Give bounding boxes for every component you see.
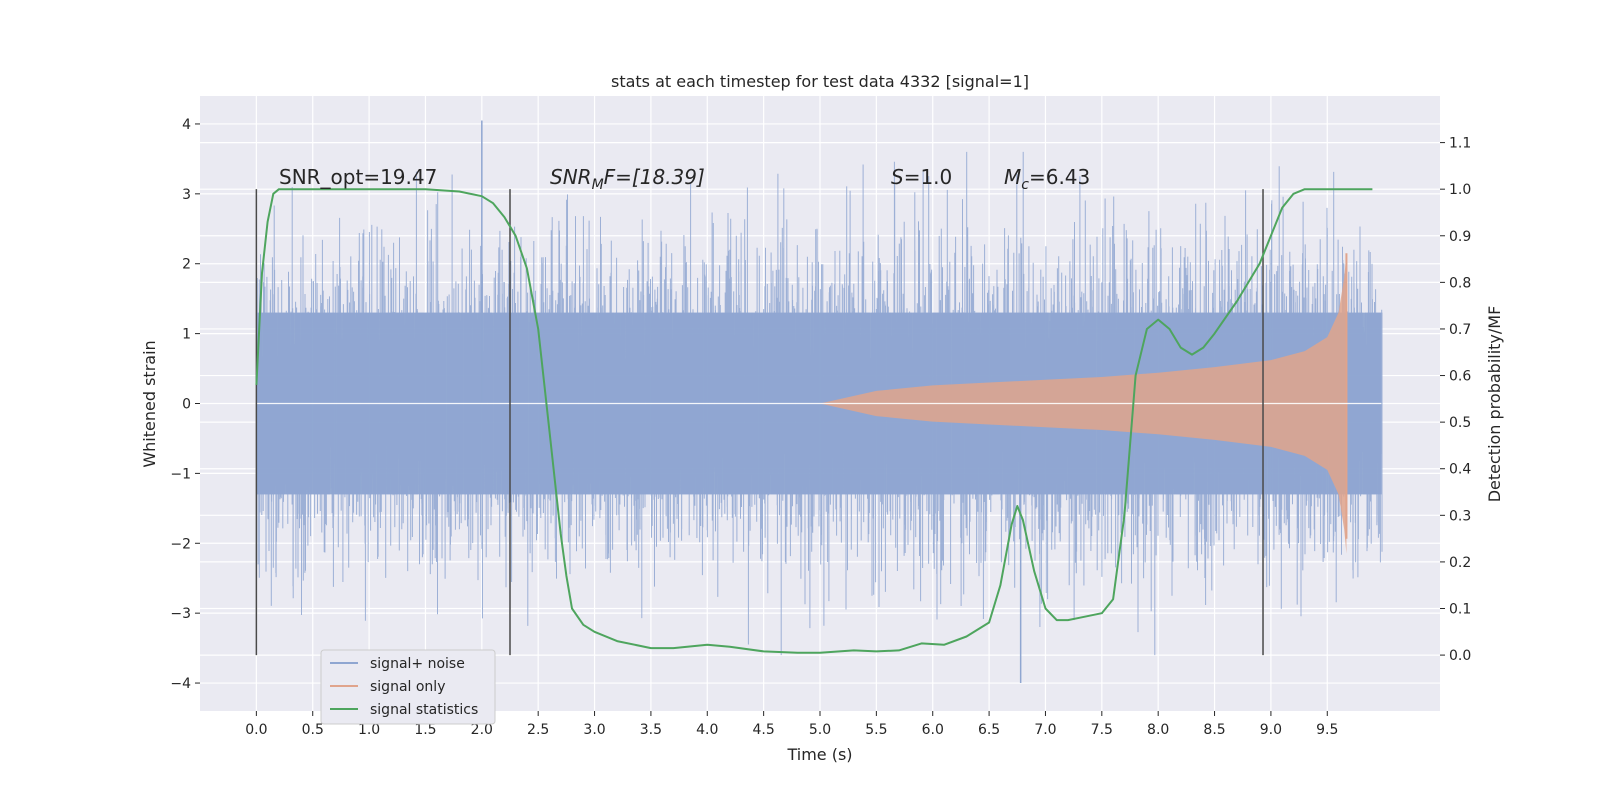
x-tick-label: 6.0 xyxy=(922,722,944,738)
marker-lines xyxy=(255,189,1264,656)
x-tick-label: 2.5 xyxy=(527,722,549,738)
y-tick-label: 4 xyxy=(182,117,191,133)
x-tick-label: 8.0 xyxy=(1147,722,1169,738)
x-tick-label: 3.0 xyxy=(583,722,605,738)
right-y-axis-label: Detection probability/MF xyxy=(1485,306,1504,503)
x-tick-label: 4.0 xyxy=(696,722,718,738)
x-axis-ticks: 0.0 0.5 1.0 1.5 2.0 2.5 3.0 3.5 4.0 4.5 5.0 5.5 6.0 6… xyxy=(245,711,1338,738)
x-tick-label: 0.5 xyxy=(302,722,324,738)
x-tick-label: 5.0 xyxy=(809,722,831,738)
right-y-tick-label: 0.1 xyxy=(1449,602,1471,618)
x-tick-label: 1.5 xyxy=(414,722,436,738)
x-tick-label: 8.5 xyxy=(1203,722,1225,738)
x-tick-label: 3.5 xyxy=(640,722,662,738)
annotation-snr-opt: SNR_opt=19.47 xyxy=(279,165,437,189)
y-tick-label: 1 xyxy=(182,327,191,343)
statistics-line xyxy=(255,188,1373,654)
signal-statistics-series xyxy=(255,188,1373,654)
legend-label-statistics: signal statistics xyxy=(370,702,478,718)
legend-label-noise: signal+ noise xyxy=(370,656,465,672)
signal-only-series xyxy=(256,253,1382,554)
legend: signal+ noise signal only signal statist… xyxy=(320,649,496,725)
right-y-tick-label: 0.3 xyxy=(1449,508,1471,524)
x-tick-label: 2.0 xyxy=(471,722,493,738)
y-tick-label: 3 xyxy=(182,187,191,203)
x-tick-label: 9.0 xyxy=(1260,722,1282,738)
y-tick-label: −2 xyxy=(170,536,191,552)
right-y-tick-label: 1.1 xyxy=(1449,136,1471,152)
right-y-tick-label: 0.4 xyxy=(1449,462,1471,478)
right-y-tick-label: 0.6 xyxy=(1449,369,1471,385)
right-y-tick-label: 0.0 xyxy=(1449,648,1471,664)
x-tick-label: 7.5 xyxy=(1091,722,1113,738)
x-tick-label: 7.0 xyxy=(1034,722,1056,738)
legend-label-signal: signal only xyxy=(370,679,445,695)
right-y-tick-label: 0.5 xyxy=(1449,415,1471,431)
right-y-tick-label: 0.8 xyxy=(1449,275,1471,291)
x-tick-label: 6.5 xyxy=(978,722,1000,738)
y-tick-label: −1 xyxy=(170,466,191,482)
y-tick-label: 2 xyxy=(182,257,191,273)
x-tick-label: 9.5 xyxy=(1316,722,1338,738)
right-y-tick-label: 0.9 xyxy=(1449,229,1471,245)
chart-title: stats at each timestep for test data 433… xyxy=(611,72,1029,91)
right-y-tick-label: 0.7 xyxy=(1449,322,1471,338)
annotation-snr-mf: SNRMF=[18.39] xyxy=(550,165,705,193)
legend-box xyxy=(320,649,496,725)
right-y-axis-ticks: 0.0 0.1 0.2 0.3 0.4 0.5 0.6 0.7 0.8 0.9 1.0 1.1 xyxy=(1440,136,1471,664)
y-axis-ticks: −4 −3 −2 −1 0 1 2 3 4 xyxy=(170,117,200,692)
y-axis-label: Whitened strain xyxy=(140,340,159,467)
x-tick-label: 5.5 xyxy=(865,722,887,738)
right-y-tick-label: 1.0 xyxy=(1449,182,1471,198)
x-tick-label: 1.0 xyxy=(358,722,380,738)
y-tick-label: −3 xyxy=(170,606,191,622)
annotation-mc: Mc=6.43 xyxy=(1004,165,1090,193)
y-tick-label: −4 xyxy=(170,676,191,692)
x-axis-label: Time (s) xyxy=(786,745,852,764)
x-tick-label: 4.5 xyxy=(753,722,775,738)
y-tick-label: 0 xyxy=(182,397,191,413)
right-y-tick-label: 0.2 xyxy=(1449,555,1471,571)
x-tick-label: 0.0 xyxy=(245,722,267,738)
annotation-s: S=1.0 xyxy=(891,165,952,189)
